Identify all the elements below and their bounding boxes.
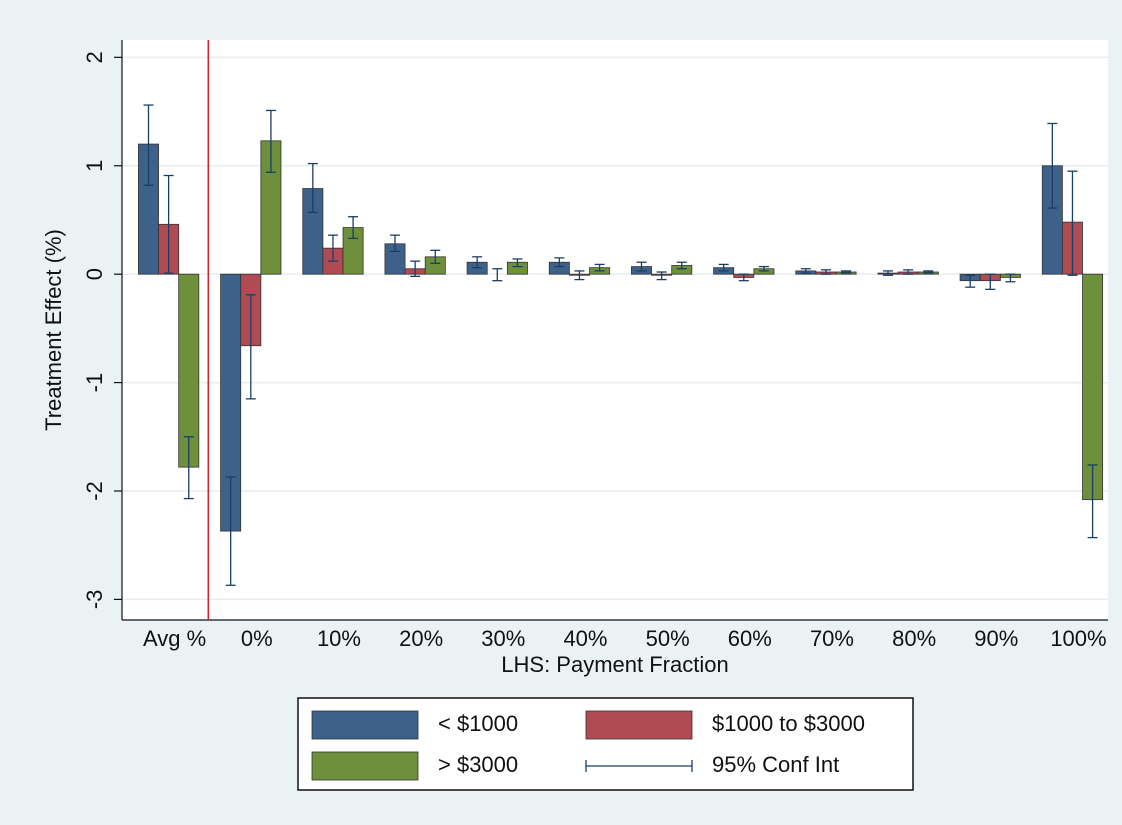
legend-label: < $1000	[438, 711, 518, 736]
legend-label: $1000 to $3000	[712, 711, 865, 736]
x-tick-label: 10%	[317, 626, 361, 651]
legend-swatch	[585, 710, 693, 740]
legend-label: 95% Conf Int	[712, 752, 839, 777]
x-tick-label: 90%	[974, 626, 1018, 651]
x-tick-label: 30%	[481, 626, 525, 651]
y-tick-label: 0	[82, 268, 107, 280]
x-tick-label: 20%	[399, 626, 443, 651]
plot-area	[122, 40, 1108, 620]
x-tick-label: 70%	[810, 626, 854, 651]
y-axis-title: Treatment Effect (%)	[41, 229, 66, 431]
x-axis-title: LHS: Payment Fraction	[501, 652, 728, 677]
y-tick-label: -2	[82, 481, 107, 501]
x-tick-label: 40%	[563, 626, 607, 651]
legend-label: > $3000	[438, 752, 518, 777]
y-tick-label: -3	[82, 590, 107, 610]
x-tick-label: 80%	[892, 626, 936, 651]
y-tick-label: 2	[82, 51, 107, 63]
x-tick-label: 0%	[241, 626, 273, 651]
x-tick-label: 100%	[1050, 626, 1106, 651]
legend-swatch	[311, 751, 419, 781]
x-tick-label: Avg %	[143, 626, 206, 651]
legend-swatch	[311, 710, 419, 740]
y-tick-label: 1	[82, 160, 107, 172]
y-tick-label: -1	[82, 373, 107, 393]
x-tick-label: 50%	[646, 626, 690, 651]
x-tick-label: 60%	[728, 626, 772, 651]
